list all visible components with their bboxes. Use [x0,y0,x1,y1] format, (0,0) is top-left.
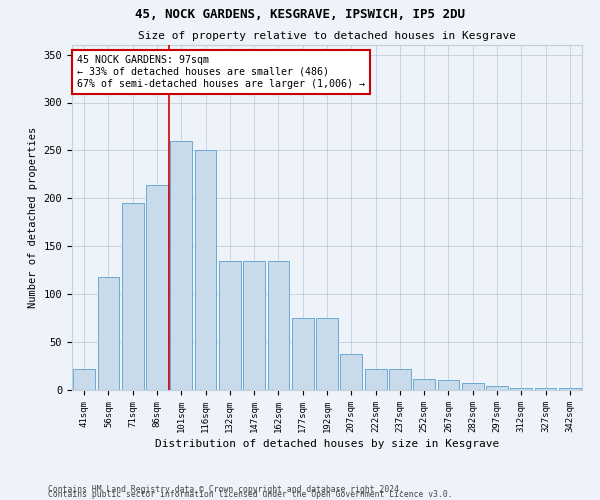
Text: 45, NOCK GARDENS, KESGRAVE, IPSWICH, IP5 2DU: 45, NOCK GARDENS, KESGRAVE, IPSWICH, IP5… [135,8,465,20]
Bar [268,260,289,390]
Bar [194,150,217,390]
Bar [413,378,435,390]
Bar [97,277,119,390]
Bar [219,260,241,390]
Bar [437,380,460,390]
Bar [292,318,314,390]
Bar [462,384,484,390]
Bar [365,369,386,390]
Text: Contains HM Land Registry data © Crown copyright and database right 2024.: Contains HM Land Registry data © Crown c… [48,484,404,494]
Bar [316,318,338,390]
Bar [511,388,532,390]
Bar [170,141,192,390]
Bar [486,386,508,390]
Bar [559,388,581,390]
Bar [73,369,95,390]
X-axis label: Distribution of detached houses by size in Kesgrave: Distribution of detached houses by size … [155,439,499,449]
Bar [243,260,265,390]
Text: 45 NOCK GARDENS: 97sqm
← 33% of detached houses are smaller (486)
67% of semi-de: 45 NOCK GARDENS: 97sqm ← 33% of detached… [77,56,365,88]
Title: Size of property relative to detached houses in Kesgrave: Size of property relative to detached ho… [138,32,516,42]
Text: Contains public sector information licensed under the Open Government Licence v3: Contains public sector information licen… [48,490,452,499]
Y-axis label: Number of detached properties: Number of detached properties [28,127,38,308]
Bar [340,354,362,390]
Bar [389,369,411,390]
Bar [535,388,556,390]
Bar [122,203,143,390]
Bar [146,185,168,390]
